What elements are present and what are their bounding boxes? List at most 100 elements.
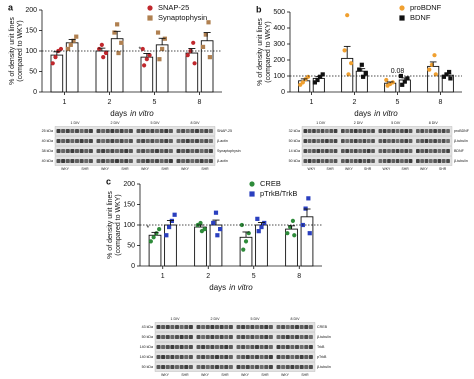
- blot-band: [164, 159, 169, 163]
- x-tick-label: 2: [353, 99, 357, 106]
- blot-band: [196, 365, 201, 369]
- blot-band: [304, 335, 309, 339]
- blot-band: [420, 129, 425, 133]
- blot-band: [224, 365, 229, 369]
- blot-band: [281, 325, 286, 329]
- blot-band: [281, 335, 286, 339]
- blot-band: [290, 325, 295, 329]
- blot-band: [219, 335, 224, 339]
- blot-band: [181, 139, 186, 143]
- blot-band: [208, 149, 213, 153]
- blot-band: [164, 139, 169, 143]
- blot-band: [228, 355, 233, 359]
- blot-band: [420, 139, 425, 143]
- blot-band: [358, 149, 362, 153]
- data-point: [307, 231, 312, 236]
- blot-band: [366, 159, 371, 163]
- blot-strip: [154, 342, 316, 352]
- blot-band: [156, 325, 161, 329]
- y-axis-label: (compared to WKY): [265, 21, 272, 82]
- blot-band: [161, 355, 166, 359]
- blot-band: [195, 129, 200, 133]
- blot-band: [437, 149, 442, 153]
- blot-band: [446, 159, 450, 163]
- panel-label: b: [256, 4, 262, 14]
- data-point: [192, 61, 197, 66]
- blot-band: [295, 345, 300, 349]
- blot-band: [155, 129, 160, 133]
- blot-band: [408, 139, 413, 143]
- blot-band: [341, 139, 345, 143]
- blot-band: [205, 325, 210, 329]
- blot-band: [124, 129, 129, 133]
- panel-label: c: [106, 176, 111, 186]
- blot-div-label: 5 DIV: [251, 317, 261, 321]
- blot-band: [250, 355, 255, 359]
- data-point: [239, 222, 244, 228]
- blot-lane-label: WKY: [241, 373, 249, 377]
- blot-band: [349, 129, 354, 133]
- blot-band: [307, 159, 312, 163]
- blot-band: [141, 139, 146, 143]
- blot-band: [241, 335, 246, 339]
- data-point: [211, 220, 216, 226]
- data-point: [167, 224, 172, 230]
- blot-band: [408, 149, 413, 153]
- y-axis-label: % of density unit lines: [107, 191, 114, 259]
- y-tick-label: 50: [127, 242, 135, 249]
- data-point: [172, 212, 177, 217]
- blot-div-label: 8 DIV: [191, 121, 201, 125]
- blot-band: [400, 129, 404, 133]
- blot-band: [61, 129, 66, 133]
- y-tick-label: 500: [273, 9, 285, 16]
- legend-label: pTrkB/TrkB: [260, 189, 297, 198]
- blot-band: [56, 139, 61, 143]
- data-point: [433, 72, 438, 77]
- blot-band: [128, 149, 133, 153]
- blot-band: [115, 139, 120, 143]
- data-point: [259, 224, 264, 230]
- blot-band: [395, 139, 400, 143]
- blot-band: [259, 325, 264, 329]
- blot-band: [333, 159, 338, 163]
- blot-band: [349, 149, 354, 153]
- data-point: [147, 53, 152, 58]
- blot-band: [184, 325, 189, 329]
- x-axis-label: days in vitro: [110, 109, 154, 118]
- blot-band: [208, 159, 213, 163]
- data-point: [142, 63, 147, 68]
- data-point: [191, 40, 196, 45]
- blot-band: [224, 345, 229, 349]
- blot-lane-label: SHR: [439, 167, 447, 171]
- blot-strip: [301, 156, 453, 166]
- data-point: [256, 229, 261, 234]
- blot-band: [268, 355, 273, 359]
- blot-band: [165, 365, 170, 369]
- blot-band: [101, 129, 106, 133]
- data-point: [157, 227, 162, 232]
- blot-band: [84, 149, 89, 153]
- blot-lane-label: WKY: [201, 373, 209, 377]
- data-point: [441, 74, 446, 79]
- blot-band: [105, 139, 110, 143]
- data-point: [243, 239, 249, 244]
- blot-kda-label: 50 kDa: [142, 365, 153, 369]
- blot-band: [210, 345, 215, 349]
- blot-band: [308, 345, 313, 349]
- blot-band: [345, 159, 350, 163]
- blot-band: [325, 149, 329, 153]
- blot-band: [210, 325, 215, 329]
- blot-band: [382, 149, 387, 153]
- data-point: [116, 50, 121, 56]
- data-point: [306, 74, 311, 79]
- blot-band: [179, 365, 184, 369]
- blot-band: [362, 159, 367, 163]
- blot-band: [236, 365, 241, 369]
- blot-band: [56, 129, 61, 133]
- blot-band: [433, 149, 437, 153]
- data-point: [213, 210, 219, 215]
- x-tick-label: 8: [439, 99, 443, 106]
- blot-band: [259, 345, 264, 349]
- blot-band: [70, 139, 75, 143]
- blot-div-label: 1 DIV: [316, 121, 326, 125]
